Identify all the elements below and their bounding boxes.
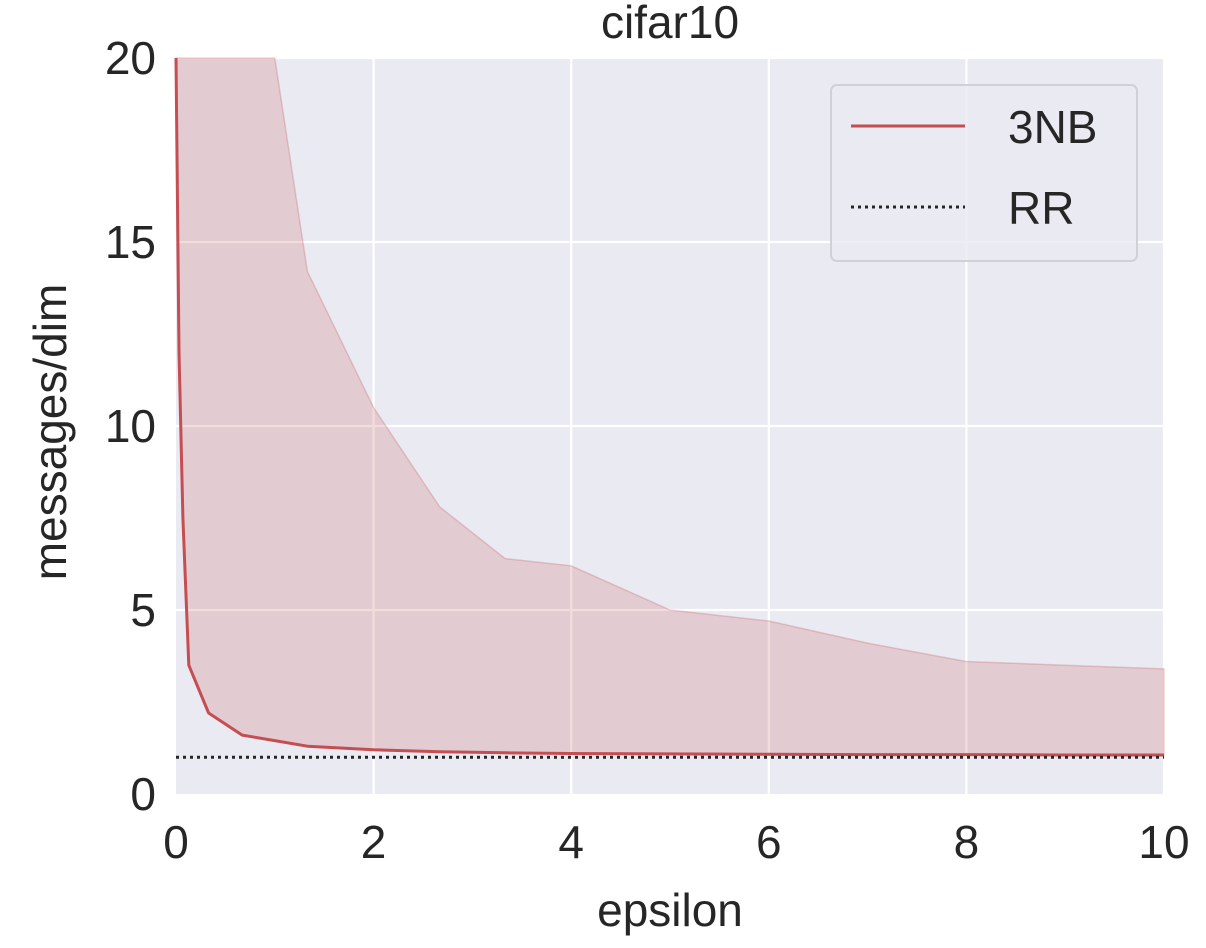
legend-label-rr: RR	[1008, 182, 1074, 234]
series-line-3nb	[174, 57, 1164, 757]
y-tick-label: 20	[105, 32, 156, 84]
chart-title: cifar10	[601, 0, 739, 48]
x-tick-label: 4	[558, 816, 584, 868]
legend: 3NB RR	[830, 84, 1138, 262]
legend-label-3nb: 3NB	[1008, 101, 1097, 153]
y-tick-label: 5	[130, 584, 156, 636]
y-tick-label: 10	[105, 400, 156, 452]
x-tick-label: 10	[1138, 816, 1189, 868]
series-lines-layer	[174, 57, 1164, 759]
tick-labels: 0 2 4 6 8 10 0 5 10 15 20	[105, 32, 1190, 868]
x-tick-label: 8	[954, 816, 980, 868]
x-tick-label: 0	[163, 816, 189, 868]
x-tick-label: 6	[756, 816, 782, 868]
y-axis-label: messages/dim	[24, 284, 76, 581]
x-tick-label: 2	[361, 816, 387, 868]
y-tick-label: 0	[130, 768, 156, 820]
x-axis-label: epsilon	[597, 884, 743, 936]
y-tick-label: 15	[105, 216, 156, 268]
legend-box	[830, 84, 1138, 262]
